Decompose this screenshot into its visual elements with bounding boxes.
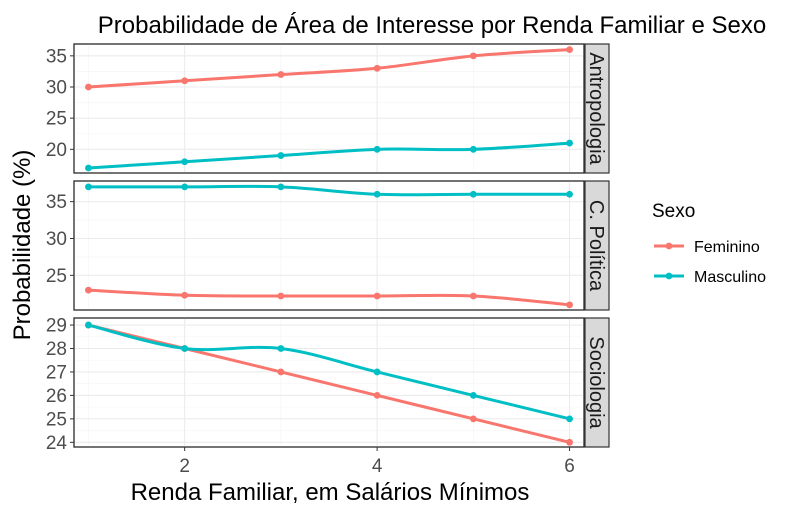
data-point-masculino	[566, 190, 573, 198]
y-tick-label: 35	[46, 192, 67, 213]
y-tick-label: 26	[46, 386, 67, 407]
data-point-feminino	[85, 286, 92, 294]
data-point-feminino	[566, 301, 573, 309]
data-point-masculino	[181, 345, 189, 352]
panel-background	[73, 43, 585, 174]
x-axis: 2 4 6	[179, 447, 575, 477]
data-point-masculino	[277, 183, 285, 191]
y-tick-label: 25	[46, 109, 67, 130]
series-line-feminino	[86, 288, 572, 307]
x-tick-label: 2	[179, 456, 190, 477]
y-tick-label: 25	[46, 409, 67, 430]
facet-strip-label: Antropologia	[585, 52, 607, 165]
facet-strip-label: Sociologia	[585, 336, 607, 429]
y-tick-label: 30	[46, 78, 67, 99]
y-axis-title: Probabilidade (%)	[9, 150, 36, 341]
facet-strip-label: C. Política	[585, 200, 607, 292]
data-point-feminino	[469, 415, 477, 423]
data-point-feminino	[566, 438, 573, 446]
panel-background	[73, 180, 585, 311]
legend-items: Feminino Masculino	[654, 239, 766, 286]
series-line-masculino	[86, 184, 572, 197]
data-point-feminino	[277, 368, 285, 376]
legend-label: Feminino	[694, 239, 760, 256]
data-point-feminino	[566, 46, 573, 54]
legend-label: Masculino	[694, 269, 766, 286]
data-point-feminino	[469, 292, 477, 300]
panel-c-pol-tica: 25 30 35 C. Política	[46, 180, 610, 311]
data-point-masculino	[469, 190, 477, 198]
legend: Sexo Feminino Masculino	[652, 201, 766, 286]
facet-strip	[584, 180, 610, 311]
panel-border	[73, 180, 585, 311]
data-point-masculino	[181, 158, 189, 166]
series-line-feminino	[86, 48, 572, 89]
facet-strip	[584, 317, 610, 448]
data-point-masculino	[85, 321, 92, 329]
data-point-masculino	[373, 145, 381, 153]
data-point-masculino	[566, 415, 573, 423]
data-point-masculino	[469, 392, 477, 399]
data-point-masculino	[469, 145, 477, 153]
panel-antropologia: 20 25 30 35 Antropologia	[46, 43, 610, 174]
data-point-masculino	[373, 190, 381, 198]
data-point-masculino	[85, 164, 92, 172]
legend-key-point	[665, 242, 673, 250]
legend-item-feminino: Feminino	[654, 239, 760, 256]
data-point-feminino	[373, 292, 381, 300]
facet-strip	[584, 43, 610, 174]
x-tick-label: 6	[564, 456, 575, 477]
data-point-feminino	[373, 64, 381, 72]
y-tick-label: 28	[46, 339, 67, 360]
data-point-masculino	[277, 152, 285, 159]
data-point-feminino	[85, 83, 92, 91]
legend-title: Sexo	[652, 201, 695, 222]
y-tick-label: 27	[46, 362, 67, 383]
panel-border	[73, 317, 585, 448]
legend-item-masculino: Masculino	[654, 269, 766, 286]
panel-border	[73, 43, 585, 174]
data-point-feminino	[181, 291, 189, 299]
y-tick-label: 24	[46, 433, 68, 454]
data-point-masculino	[277, 345, 285, 352]
chart-title: Probabilidade de Área de Interesse por R…	[98, 12, 766, 39]
x-tick-label: 4	[372, 456, 383, 477]
data-point-feminino	[277, 71, 285, 78]
legend-key-point	[665, 272, 673, 280]
data-point-masculino	[85, 183, 92, 191]
data-point-feminino	[373, 392, 381, 399]
y-tick-label: 30	[46, 229, 67, 250]
x-axis-title: Renda Familiar, em Salários Mínimos	[131, 479, 530, 506]
data-point-feminino	[469, 52, 477, 60]
data-point-feminino	[181, 77, 189, 85]
data-point-masculino	[566, 139, 573, 147]
series-line-masculino	[86, 141, 572, 170]
data-point-feminino	[277, 292, 285, 300]
data-point-masculino	[373, 368, 381, 376]
y-tick-label: 35	[46, 46, 67, 67]
y-tick-label: 29	[46, 316, 67, 337]
y-tick-label: 25	[46, 266, 67, 287]
y-tick-label: 20	[46, 140, 67, 161]
data-point-masculino	[181, 183, 189, 191]
series-line-masculino	[86, 323, 572, 421]
